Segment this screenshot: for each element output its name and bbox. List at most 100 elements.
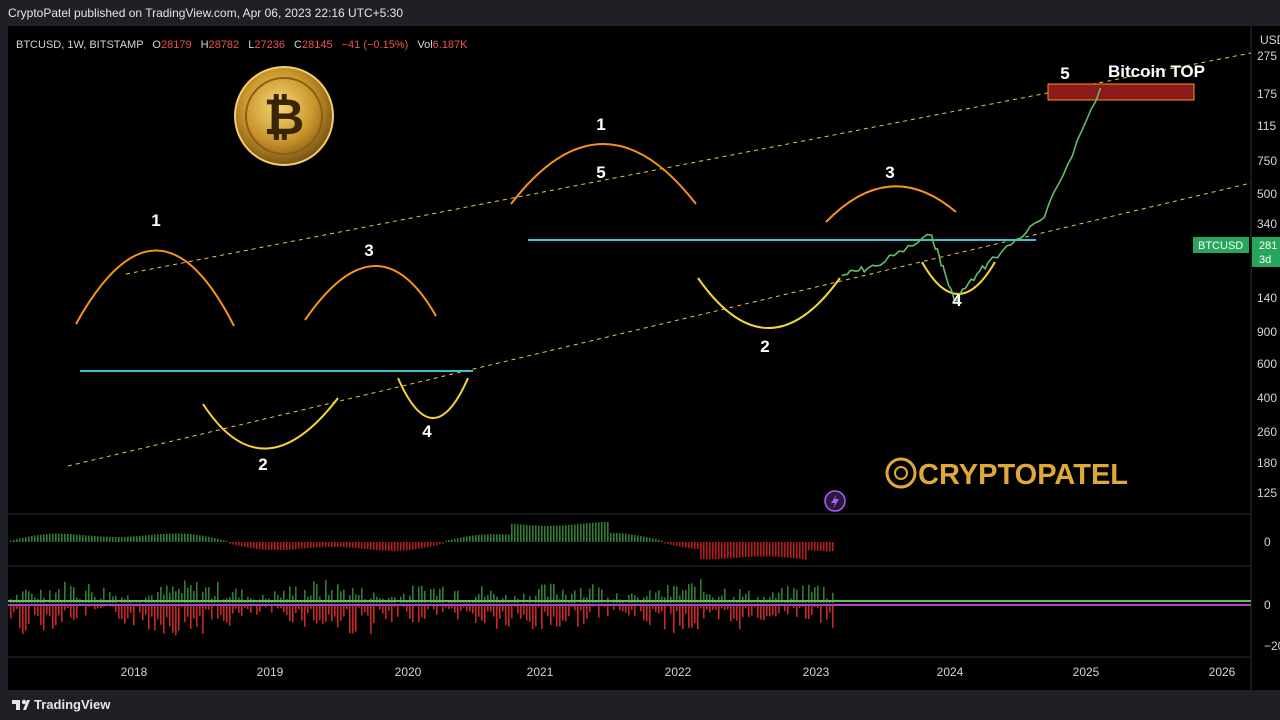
oscillator-2-bar-down [514,605,516,608]
chart-area[interactable]: 1 2 3 4 1 5 2 3 4 5 Bitcoin TOP ₿ CRYPTO… [8,26,1280,690]
lightning-icon[interactable] [824,490,846,512]
oscillator-1-bar [445,540,447,542]
oscillator-1-bar [295,542,297,550]
oscillator-1-bar [727,542,729,559]
oscillator-2-bar-down [493,605,495,617]
oscillator-2-bar-down [61,605,63,622]
wave-label-4: 4 [422,422,432,441]
oscillator-2-bar-up [673,585,675,603]
oscillator-2-bar-up [199,601,201,603]
time-axis-label: 2019 [257,665,284,679]
oscillator-1-bar [70,534,72,542]
oscillator-2-bar-up [778,592,780,603]
oscillator-2-bar-up [676,586,678,603]
oscillator-2-bar-down [421,605,423,618]
oscillator-1-bar [376,542,378,551]
oscillator-2-bar-down [277,605,279,609]
oscillator-2-bar-up [151,595,153,603]
oscillator-1-bar [496,534,498,542]
oscillator-1-bar [823,542,825,552]
oscillator-1-bar [478,534,480,542]
oscillator-1-bar [571,524,573,542]
oscillator-2-bar-up [529,596,531,603]
oscillator-2-bar-down [757,605,759,618]
oscillator-2-bar-down [319,605,321,621]
oscillator-2-bar-up [295,586,297,603]
oscillator-2-bar-down [598,605,600,618]
oscillator-2-bar-down [721,605,723,609]
time-axis-labels: 2018 2019 2020 2021 2022 2023 2024 2025 2026 [121,665,1236,679]
oscillator-2-bar-up [556,594,558,603]
oscillator-2-bar-up [679,595,681,603]
oscillator-2-bar-down [451,605,453,609]
oscillator-1-bar [640,535,642,542]
oscillator-2-bar-up [304,589,306,603]
oscillator-1-bar [703,542,705,560]
oscillator-2-bar-up [550,583,552,603]
oscillator-1-bar [424,542,426,548]
oscillator-2-bar-up [214,595,216,603]
oscillator-1-bar [637,535,639,542]
oscillator-2-bar-up [658,590,660,603]
oscillator-2-bar-down [418,605,420,623]
oscillator-2-bar-up [58,589,60,603]
oscillator-1-bar [301,542,303,549]
oscillator-2-bar-up [310,595,312,603]
oscillator-1-bar [427,542,429,548]
oscillator-2-bar-up [670,596,672,603]
oscillator-1-bar [553,525,555,542]
oscillator-2-bar-up [31,593,33,603]
oscillator-2-bar-down [577,605,579,627]
oscillator-1-bar [754,542,756,557]
oscillator-2-bar-up [817,585,819,603]
price-chart[interactable]: 1 2 3 4 1 5 2 3 4 5 Bitcoin TOP ₿ CRYPTO… [8,26,1280,690]
oscillator-1-bar [103,536,105,542]
oscillator-1-bar [688,542,690,549]
oscillator-1-bar [712,542,714,560]
channel-lower-line [67,182,1252,467]
oscillator-2-bar-down [265,605,267,608]
oscillator-2-bar-up [802,585,804,603]
oscillator-2-bar-up [241,589,243,603]
oscillator-1-bar [289,542,291,550]
oscillator-2-bar-down [574,605,576,611]
oscillator-1-bar [97,536,99,542]
oscillator-2-bar-down [37,605,39,616]
oscillator-1-bar [742,542,744,558]
oscillator-2-bar-down [301,605,303,621]
oscillator-2-bar-down [550,605,552,625]
oscillator-1-bar [16,539,18,542]
cryptopatel-logo: CRYPTOPATEL [885,457,1128,491]
oscillator-2-bar-up [682,590,684,603]
oscillator-1-bar [532,525,534,542]
oscillator-2-bar-down [235,605,237,609]
oscillator-2-bar-down [715,605,717,611]
oscillator-2-bar-down [769,605,771,617]
oscillator-2-bar-up [628,595,630,603]
oscillator-1-bar [484,534,486,542]
oscillator-2-bar-down [352,605,354,634]
oscillator-2-bar-down [223,605,225,622]
oscillator-2-bar-up [97,601,99,603]
oscillator-2-bar-up [598,587,600,603]
oscillator-2-bar-up [88,583,90,603]
oscillator-2-bar-down [553,605,555,617]
oscillator-2-bar-up [169,592,171,603]
oscillator-2-bar-up [709,594,711,603]
oscillator-2-bar-up [64,581,66,603]
oscillator-2-bar-up [400,596,402,603]
oscillator-2-bar-down [682,605,684,630]
oscillator-1-bar [802,542,804,560]
wave-label-cycle2-3: 3 [885,163,894,182]
oscillator-2-bar-down [124,605,126,624]
oscillator-1-bar [172,533,174,542]
oscillator-2-bar-up [178,588,180,603]
oscillator-2-bar-down [511,605,513,619]
oscillator-2-bar-up [139,601,141,603]
oscillator-2-bar-down [634,605,636,617]
oscillator-1-bar [730,542,732,559]
oscillator-2-bar-down [67,605,69,608]
oscillator-1-bar [112,536,114,542]
oscillator-2-bar-down [670,605,672,614]
oscillator-2-bar-down [541,605,543,629]
